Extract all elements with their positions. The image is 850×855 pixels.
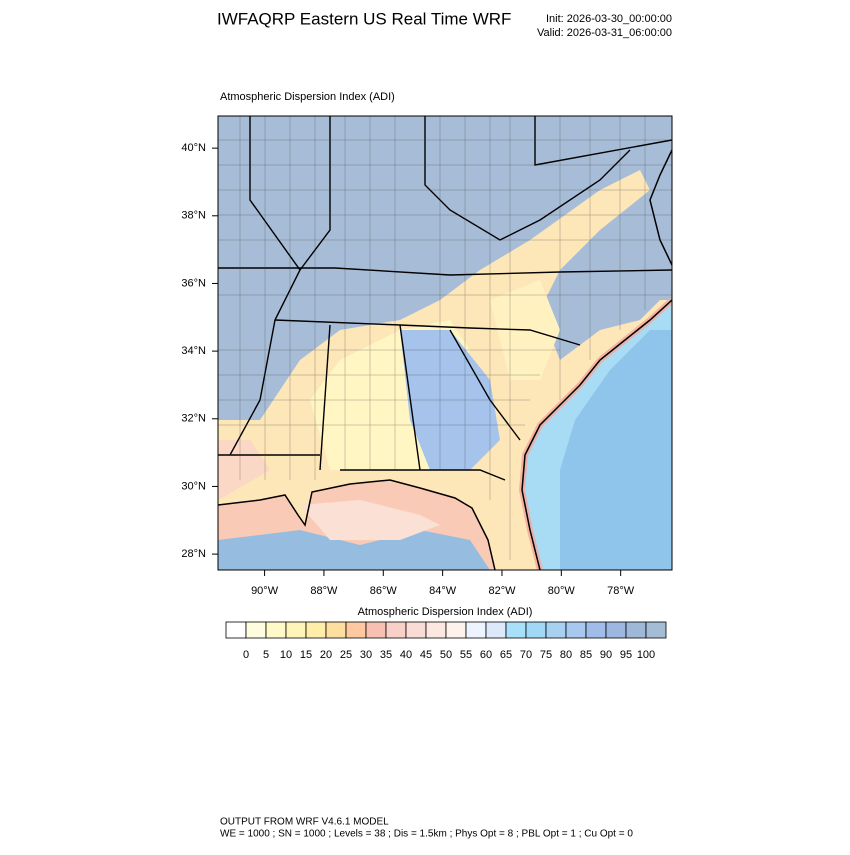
colorbar-box [645, 621, 667, 639]
y-tick-label: 40°N [181, 142, 206, 154]
colorbar-box [325, 621, 347, 639]
colorbar-box [405, 621, 427, 639]
x-tick-label: 86°W [370, 585, 398, 597]
colorbar-label: 45 [420, 649, 432, 661]
colorbar-box [605, 621, 627, 639]
colorbar-box [545, 621, 567, 639]
colorbar-label: 35 [380, 649, 392, 661]
x-tick-label: 80°W [548, 585, 576, 597]
colorbar-label: 100 [637, 649, 655, 661]
colorbar-label: 75 [540, 649, 552, 661]
colorbar-title: Atmospheric Dispersion Index (ADI) [358, 606, 533, 618]
map [218, 116, 672, 570]
colorbar-box [245, 621, 267, 639]
y-tick-label: 38°N [181, 210, 206, 222]
map-subtitle: Atmospheric Dispersion Index (ADI) [220, 91, 395, 103]
map-frame [217, 115, 673, 571]
colorbar-box [485, 621, 507, 639]
colorbar-label: 90 [600, 649, 612, 661]
colorbar-label: 85 [580, 649, 592, 661]
colorbar-label: 40 [400, 649, 412, 661]
colorbar-box [225, 621, 247, 639]
colorbar-box [265, 621, 287, 639]
footer-line: WE = 1000 ; SN = 1000 ; Levels = 38 ; Di… [220, 829, 633, 840]
colorbar-box [345, 621, 367, 639]
colorbar-label: 70 [520, 649, 532, 661]
colorbar-box [385, 621, 407, 639]
colorbar-label: 10 [280, 649, 292, 661]
title: IWFAQRP Eastern US Real Time WRF [217, 9, 511, 28]
y-tick-label: 30°N [181, 480, 206, 492]
x-tick-label: 84°W [429, 585, 457, 597]
colorbar-box [565, 621, 587, 639]
x-tick-label: 88°W [310, 585, 338, 597]
init-time: Init: 2026-03-30_00:00:00 [546, 13, 672, 25]
colorbar-box [425, 621, 447, 639]
colorbar-label: 25 [340, 649, 352, 661]
colorbar-label: 80 [560, 649, 572, 661]
y-tick-label: 32°N [181, 413, 206, 425]
colorbar-label: 5 [263, 649, 269, 661]
colorbar-box [505, 621, 527, 639]
colorbar-label: 0 [243, 649, 249, 661]
footer-line: OUTPUT FROM WRF V4.6.1 MODEL [220, 817, 389, 828]
colorbar-box [585, 621, 607, 639]
x-tick-label: 78°W [607, 585, 635, 597]
colorbar-label: 15 [300, 649, 312, 661]
colorbar-label: 20 [320, 649, 332, 661]
colorbar-label: 50 [440, 649, 452, 661]
colorbar-box [365, 621, 387, 639]
colorbar-box [285, 621, 307, 639]
y-tick-label: 34°N [181, 345, 206, 357]
colorbar-label: 30 [360, 649, 372, 661]
colorbar-label: 55 [460, 649, 472, 661]
valid-time: Valid: 2026-03-31_06:00:00 [537, 27, 672, 39]
y-tick-label: 36°N [181, 277, 206, 289]
colorbar-label: 60 [480, 649, 492, 661]
colorbar-label: 95 [620, 649, 632, 661]
x-tick-label: 82°W [488, 585, 516, 597]
y-tick-label: 28°N [181, 548, 206, 560]
colorbar-label: 65 [500, 649, 512, 661]
colorbar-box [445, 621, 467, 639]
x-tick-label: 90°W [251, 585, 279, 597]
colorbar-box [305, 621, 327, 639]
colorbar-box [525, 621, 547, 639]
colorbar-box [465, 621, 487, 639]
colorbar-box [625, 621, 647, 639]
